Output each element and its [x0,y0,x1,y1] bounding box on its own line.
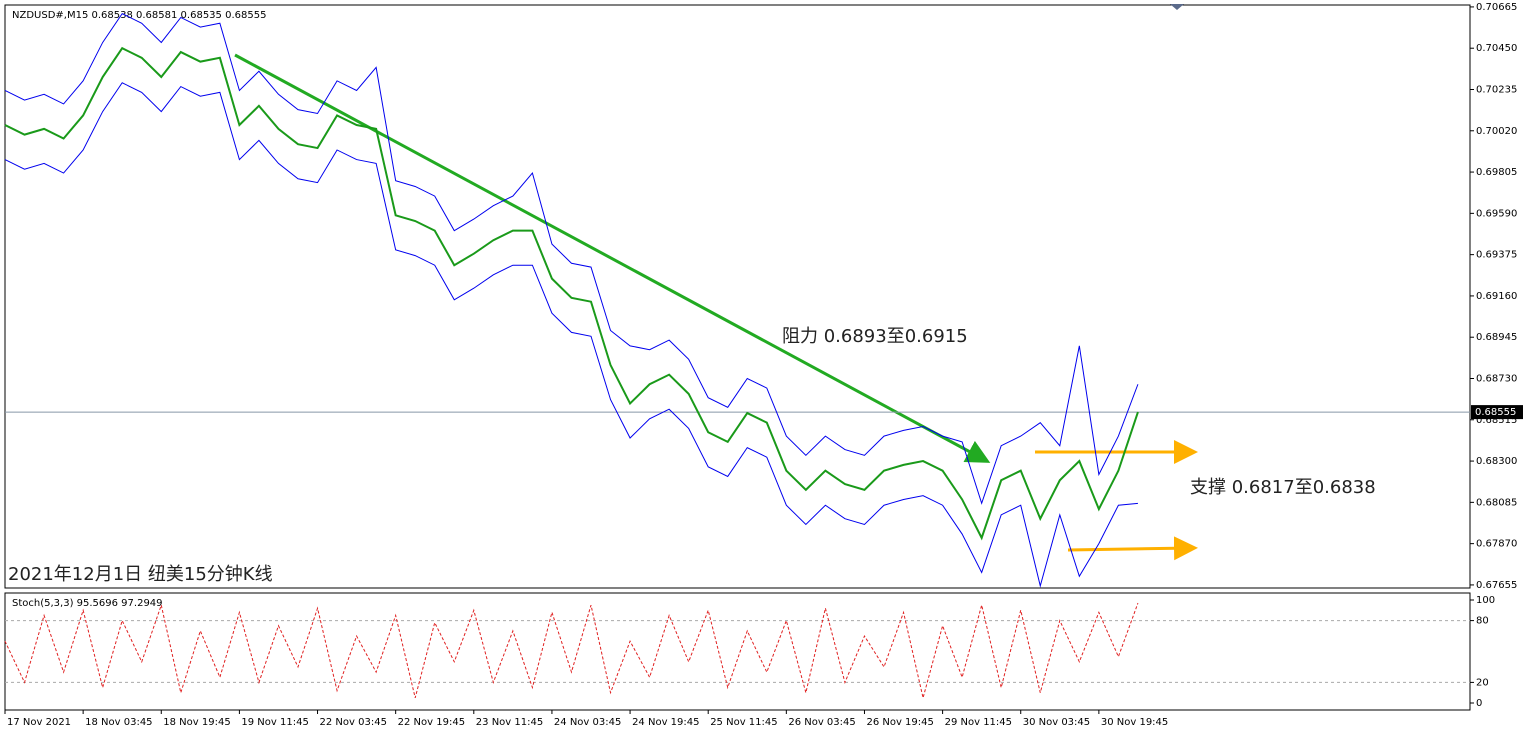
price-close [4,46,1139,541]
y-tick-label: 100 [1476,595,1495,606]
x-tick-label: 26 Nov 19:45 [866,717,933,728]
x-tick-label: 23 Nov 11:45 [476,717,543,728]
price-box [1471,405,1523,420]
annotation: 2021年12月1日 纽美15分钟K线 [8,564,273,585]
y-tick-label: 0.68300 [1476,456,1517,467]
support-arrow [1067,536,1198,561]
stoch-title: Stoch(5,3,3) 95.5696 97.2949 [12,598,163,609]
x-tick-label: 25 Nov 11:45 [710,717,777,728]
y-tick-label: 0.68730 [1476,373,1517,384]
stoch-line [4,602,1139,698]
x-tick-label: 17 Nov 2021 [7,717,71,728]
y-tick-label: 0.70450 [1476,43,1517,54]
y-tick-label: 0.68515 [1476,415,1517,426]
x-tick-label: 30 Nov 03:45 [1023,717,1090,728]
y-tick-label: 0.67870 [1476,539,1517,550]
x-tick-label: 26 Nov 03:45 [788,717,855,728]
y-tick-label: 80 [1476,616,1489,627]
x-tick-label: 24 Nov 03:45 [554,717,621,728]
chart-title: NZDUSD#,M15 0.68538 0.68581 0.68535 0.68… [12,10,266,21]
x-tick-label: 19 Nov 11:45 [241,717,308,728]
price-label: 0.68555 [1475,407,1516,418]
y-tick-label: 0 [1476,698,1482,709]
y-tick-label: 0.69160 [1476,291,1517,302]
stoch-frame [4,592,1471,711]
x-tick-label: 22 Nov 19:45 [398,717,465,728]
x-tick-label: 30 Nov 19:45 [1101,717,1168,728]
y-tick-label: 20 [1476,677,1489,688]
x-tick-label: 24 Nov 19:45 [632,717,699,728]
y-tick-label: 0.70235 [1476,84,1517,95]
annotation: 阻力 0.6893至0.6915 [782,326,968,347]
y-tick-label: 0.69375 [1476,250,1517,261]
x-tick-label: 18 Nov 03:45 [85,717,152,728]
shift-marker [1170,4,1184,10]
y-tick-label: 0.69590 [1476,208,1517,219]
annotation: 支撑 0.6817至0.6838 [1190,477,1376,498]
y-tick-label: 0.67655 [1476,580,1517,591]
y-tick-label: 0.70020 [1476,126,1517,137]
price-lower [4,82,1138,588]
y-tick-label: 0.68085 [1476,497,1517,508]
y-tick-label: 0.69805 [1476,167,1517,178]
trend-line [234,53,991,463]
y-tick-label: 0.70665 [1476,2,1517,13]
y-tick-label: 0.68945 [1476,332,1517,343]
x-tick-label: 29 Nov 11:45 [945,717,1012,728]
price-upper [4,13,1139,505]
main-frame [4,4,1471,589]
x-tick-label: 18 Nov 19:45 [163,717,230,728]
x-tick-label: 22 Nov 03:45 [320,717,387,728]
